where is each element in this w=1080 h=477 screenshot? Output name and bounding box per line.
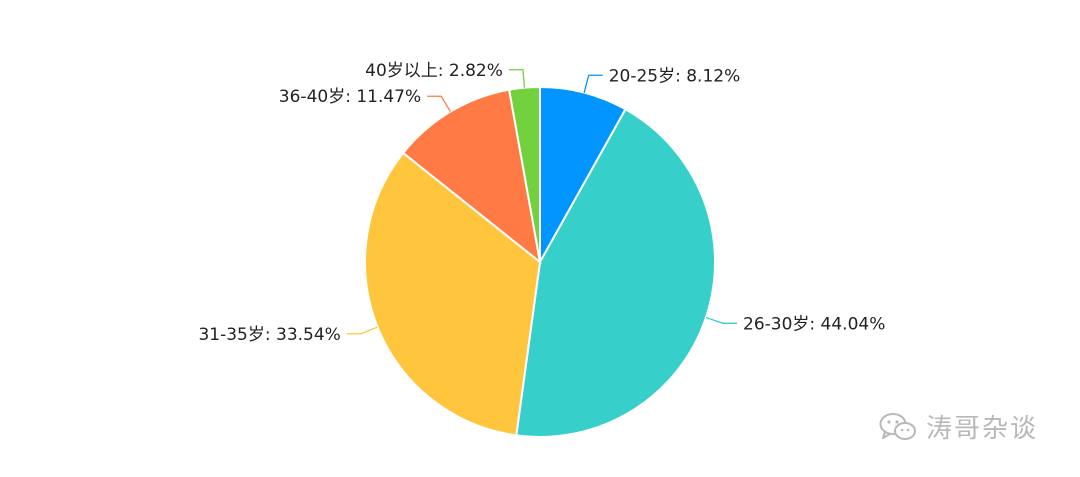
slice-label: 20-25岁: 8.12%	[609, 66, 741, 86]
leader-line	[705, 316, 738, 324]
leader-line	[583, 74, 603, 93]
slice-label: 40岁以上: 2.82%	[365, 61, 503, 81]
leader-line	[427, 95, 451, 113]
pie-slice	[515, 107, 716, 438]
leader-line	[508, 69, 526, 88]
pie-slice	[401, 88, 542, 265]
pie-slice	[539, 85, 627, 266]
pie-slices	[364, 85, 716, 438]
slice-label: 31-35岁: 33.54%	[198, 325, 340, 345]
pie-slice	[364, 151, 542, 437]
slice-labels: 20-25岁: 8.12% 26-30岁: 44.04% 31-35岁: 33.54…	[198, 61, 885, 345]
leader-line	[346, 326, 378, 335]
watermark-text: 涛哥杂谈	[926, 414, 1039, 444]
slice-label: 36-40岁: 11.47%	[279, 87, 421, 107]
watermark: 涛哥杂谈	[878, 408, 1038, 445]
slice-label: 26-30岁: 44.04%	[743, 314, 885, 334]
leader-lines	[346, 69, 738, 335]
wechat-icon	[879, 412, 916, 440]
